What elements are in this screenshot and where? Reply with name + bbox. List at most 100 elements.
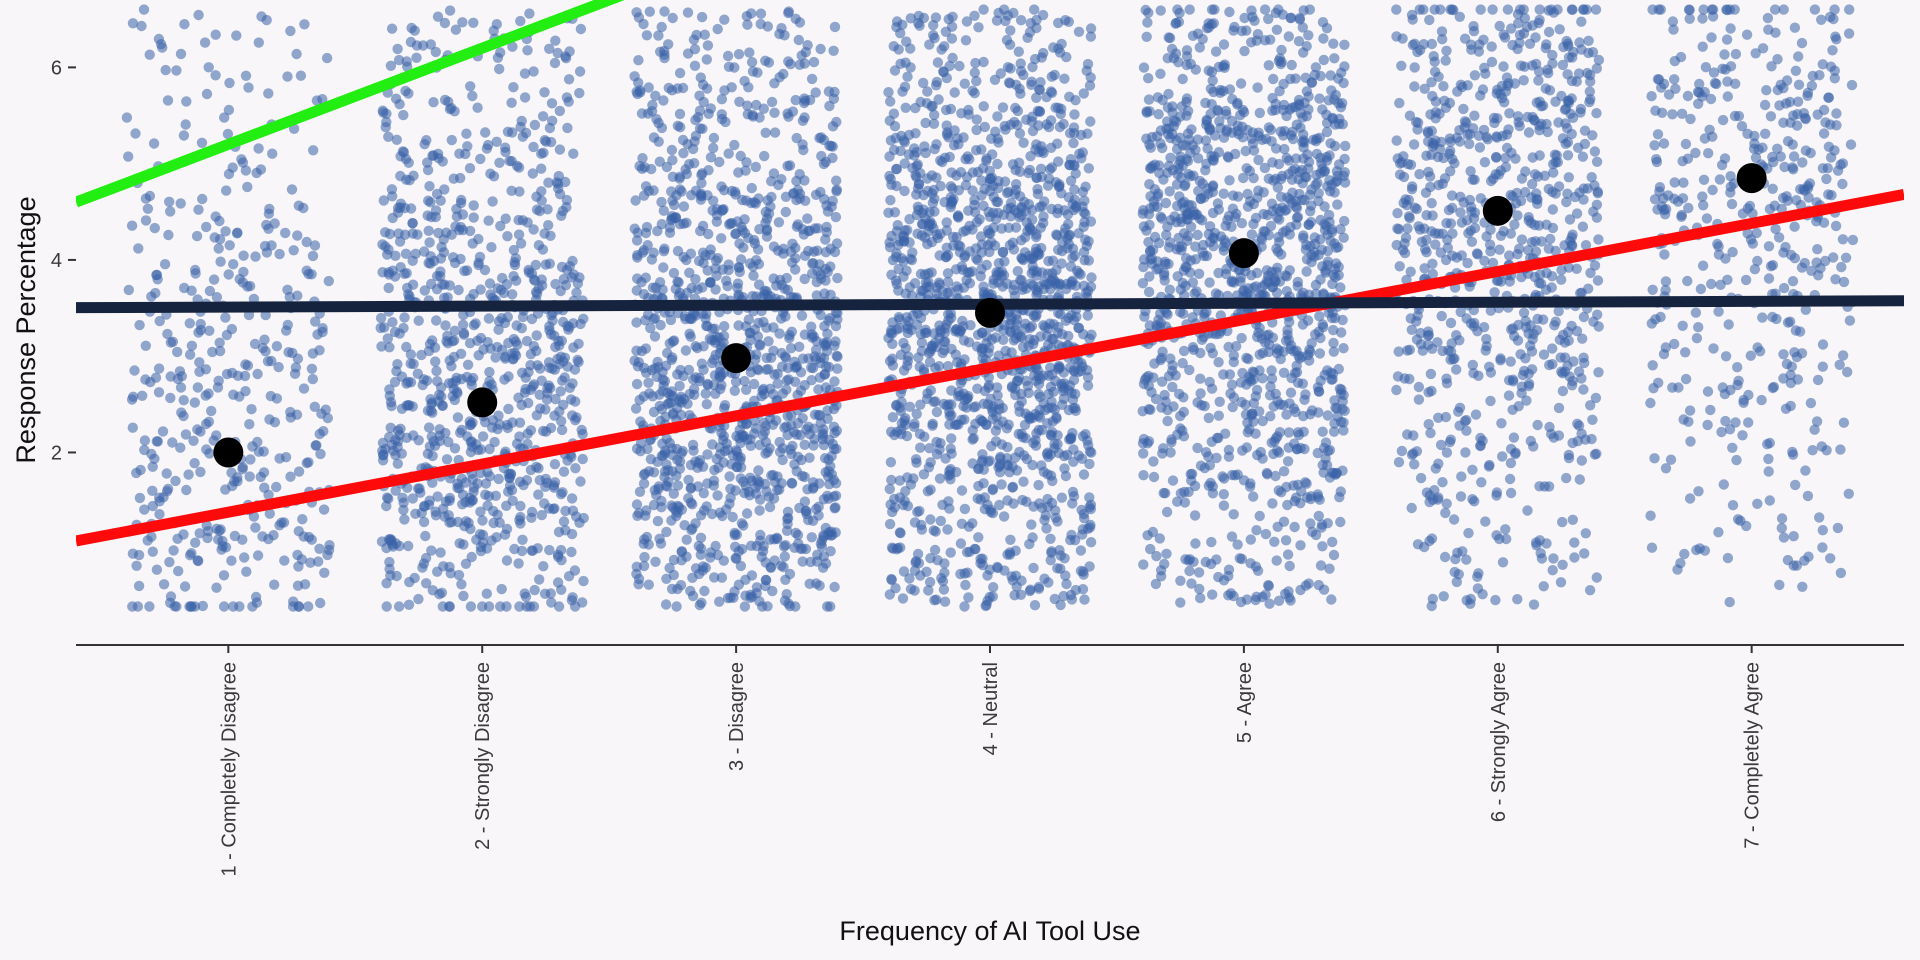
data-point: [962, 393, 973, 404]
data-point: [941, 72, 952, 84]
data-point: [1314, 93, 1325, 104]
data-point: [136, 20, 147, 32]
data-point: [211, 582, 222, 593]
data-point: [885, 457, 897, 468]
data-point: [161, 468, 172, 479]
data-point: [189, 458, 200, 469]
data-point: [452, 516, 464, 528]
data-point: [424, 237, 435, 248]
data-point: [1143, 436, 1155, 447]
data-point: [901, 265, 912, 276]
data-point: [443, 436, 454, 448]
data-point: [690, 341, 701, 352]
data-point: [515, 238, 527, 249]
data-point: [703, 228, 714, 240]
data-point: [698, 341, 709, 352]
data-point: [180, 119, 191, 130]
data-point: [1206, 536, 1217, 548]
data-point: [282, 319, 293, 331]
data-point: [575, 476, 586, 487]
data-point: [1037, 9, 1049, 21]
data-point: [180, 429, 192, 440]
data-point: [812, 265, 823, 277]
data-point: [893, 263, 904, 275]
data-point: [494, 517, 505, 528]
data-point: [920, 117, 931, 129]
data-point: [1334, 492, 1345, 503]
data-point: [475, 506, 486, 517]
data-point: [546, 98, 558, 109]
data-point: [432, 376, 443, 387]
data-point: [139, 504, 150, 515]
data-point: [633, 507, 645, 519]
data-point: [192, 424, 203, 435]
data-point: [296, 554, 308, 565]
data-point: [666, 186, 677, 197]
data-point: [660, 480, 672, 491]
data-point: [1066, 594, 1078, 605]
data-point: [318, 504, 330, 515]
data-point: [1307, 405, 1318, 416]
data-point: [821, 221, 832, 233]
data-point: [1333, 159, 1345, 170]
data-point: [567, 255, 578, 267]
data-point: [1073, 366, 1084, 378]
data-point: [946, 433, 957, 444]
data-point: [658, 95, 669, 106]
data-point: [808, 477, 819, 488]
data-point: [745, 258, 756, 269]
data-point: [210, 70, 221, 81]
data-point: [127, 422, 138, 433]
data-point: [733, 320, 744, 331]
data-point: [437, 601, 448, 612]
data-point: [491, 19, 502, 30]
data-point: [377, 455, 389, 466]
data-point: [514, 431, 525, 442]
data-point: [237, 157, 249, 168]
data-point: [924, 443, 935, 454]
data-point: [663, 39, 674, 50]
data-point: [507, 417, 518, 428]
data-point: [537, 244, 549, 255]
data-point: [812, 245, 823, 256]
data-point: [719, 14, 730, 25]
data-point: [419, 246, 430, 257]
data-point: [1015, 58, 1026, 69]
data-point: [525, 349, 537, 360]
data-point: [1013, 46, 1024, 57]
data-point: [250, 522, 261, 533]
data-point: [1228, 356, 1240, 368]
data-point: [978, 4, 989, 15]
data-point: [631, 568, 642, 580]
data-point: [633, 12, 645, 23]
data-point: [1019, 247, 1031, 258]
data-point: [431, 365, 442, 377]
data-point: [763, 364, 774, 375]
data-point: [517, 534, 528, 545]
data-point: [1033, 581, 1045, 593]
data-point: [424, 181, 435, 192]
data-point: [1143, 380, 1155, 391]
data-point: [719, 321, 730, 332]
data-point: [689, 158, 700, 169]
data-point: [390, 485, 401, 496]
data-point: [918, 364, 929, 375]
data-point: [446, 134, 457, 146]
data-point: [1050, 102, 1061, 113]
data-point: [929, 109, 940, 121]
data-point: [196, 137, 208, 148]
data-point: [455, 172, 466, 184]
data-point: [810, 87, 821, 98]
data-point: [194, 357, 205, 368]
data-point: [1313, 579, 1325, 591]
data-point: [130, 128, 141, 139]
data-point: [398, 109, 409, 121]
data-point: [707, 508, 718, 520]
data-point: [1213, 410, 1225, 421]
data-point: [1218, 188, 1229, 199]
data-point: [431, 188, 443, 200]
data-point: [562, 361, 573, 372]
data-point: [455, 427, 466, 438]
data-point: [1007, 159, 1019, 170]
data-point: [1083, 236, 1094, 247]
